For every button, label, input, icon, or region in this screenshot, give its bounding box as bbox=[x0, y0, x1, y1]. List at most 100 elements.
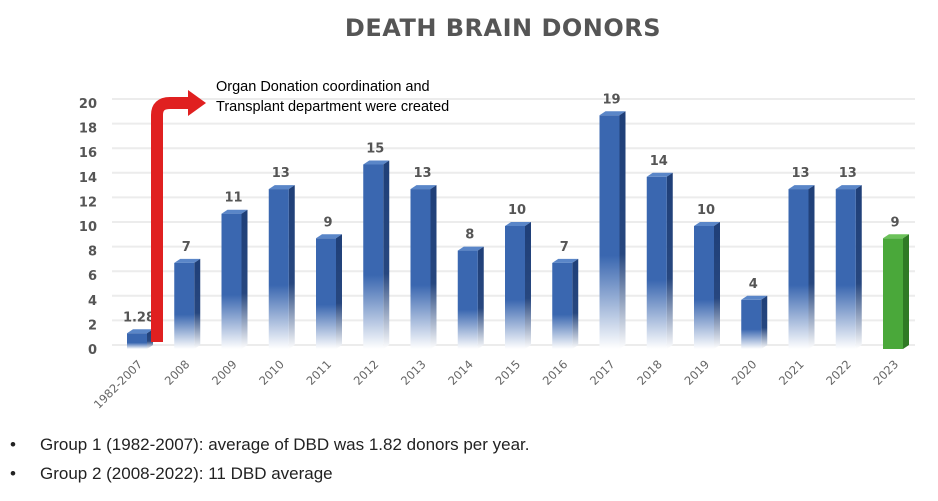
x-tick-label: 2009 bbox=[209, 357, 240, 388]
y-tick-label: 14 bbox=[79, 171, 97, 186]
bar-top bbox=[268, 185, 295, 190]
data-label: 14 bbox=[650, 154, 668, 169]
bar-top bbox=[457, 246, 484, 251]
data-label: 13 bbox=[272, 166, 290, 181]
annotation-arrow bbox=[151, 97, 190, 342]
data-label: 7 bbox=[182, 240, 191, 255]
y-tick-label: 18 bbox=[79, 122, 97, 137]
y-tick-label: 0 bbox=[88, 343, 97, 358]
data-label: 10 bbox=[697, 203, 715, 218]
bar-top bbox=[694, 222, 720, 226]
x-tick-label: 2013 bbox=[398, 357, 429, 388]
bar-side bbox=[430, 185, 437, 349]
bar-side bbox=[288, 185, 295, 349]
bar-top bbox=[127, 329, 153, 334]
bar-side bbox=[336, 234, 342, 349]
bar-side bbox=[903, 234, 909, 349]
y-tick-label: 10 bbox=[79, 220, 97, 235]
bullet-text: Group 1 (1982-2007): average of DBD was … bbox=[40, 435, 530, 454]
bullet-item: • Group 2 (2008-2022): 11 DBD average bbox=[10, 464, 530, 493]
bar bbox=[316, 238, 336, 349]
y-tick-label: 8 bbox=[88, 245, 97, 260]
x-tick-label: 2010 bbox=[256, 357, 287, 388]
bar bbox=[694, 226, 714, 349]
bar-top bbox=[741, 295, 768, 300]
bar-top bbox=[835, 185, 862, 190]
data-label: 8 bbox=[465, 228, 474, 243]
bullet-list: • Group 1 (1982-2007): average of DBD was… bbox=[10, 435, 530, 493]
x-tick-label: 2018 bbox=[634, 357, 665, 388]
bar-top bbox=[410, 185, 437, 190]
bar bbox=[883, 238, 903, 349]
x-tick-label: 2023 bbox=[871, 357, 902, 388]
bar bbox=[835, 189, 856, 349]
x-tick-label: 2019 bbox=[682, 357, 713, 388]
bar bbox=[505, 226, 525, 349]
data-label: 13 bbox=[413, 166, 431, 181]
data-label: 11 bbox=[224, 191, 242, 206]
chart-title: DEATH BRAIN DONORS bbox=[344, 14, 662, 42]
x-tick-label: 2014 bbox=[445, 357, 476, 388]
bar bbox=[174, 262, 195, 349]
x-tick-label: 2016 bbox=[540, 357, 571, 388]
bar bbox=[268, 189, 289, 349]
y-tick-label: 20 bbox=[79, 97, 97, 112]
bar-side bbox=[619, 111, 626, 349]
bar bbox=[410, 189, 431, 349]
bar bbox=[457, 250, 478, 349]
bar-chart: 0 2 4 6 8 10 12 14 16 18 20 1.28 1982-2007 7 2008 11 200… bbox=[79, 90, 915, 411]
bar bbox=[127, 333, 147, 349]
bar-side bbox=[761, 295, 768, 349]
x-tick-label: 2008 bbox=[162, 357, 193, 388]
y-tick-label: 12 bbox=[79, 195, 97, 210]
data-label: 13 bbox=[791, 166, 809, 181]
bullet-dot: • bbox=[10, 464, 16, 483]
bar-side bbox=[572, 258, 579, 349]
bar-side bbox=[477, 246, 484, 349]
bar-top bbox=[646, 172, 673, 177]
bar bbox=[363, 164, 384, 349]
data-label: 9 bbox=[890, 215, 899, 230]
data-label: 1.28 bbox=[123, 310, 155, 325]
x-tick-label: 2017 bbox=[587, 357, 618, 388]
y-tick-label: 2 bbox=[88, 318, 97, 333]
bar-top bbox=[788, 185, 815, 190]
data-label: 7 bbox=[560, 240, 569, 255]
x-tick-label: 2011 bbox=[304, 357, 335, 388]
bar bbox=[599, 115, 620, 349]
bar-side bbox=[194, 258, 201, 349]
bar-top bbox=[883, 234, 909, 239]
bar bbox=[552, 262, 573, 349]
bar-side bbox=[383, 160, 390, 349]
y-tick-label: 16 bbox=[79, 146, 97, 161]
bar bbox=[788, 189, 809, 349]
x-tick-label: 1982-2007 bbox=[91, 357, 145, 411]
x-tick-label: 2015 bbox=[493, 357, 524, 388]
bullet-item: • Group 1 (1982-2007): average of DBD was… bbox=[10, 435, 530, 464]
bar-top bbox=[221, 209, 248, 214]
data-label: 9 bbox=[323, 215, 332, 230]
data-label: 15 bbox=[366, 142, 384, 157]
bullet-dot: • bbox=[10, 435, 16, 454]
bar-side bbox=[714, 222, 720, 349]
arrow-head-icon bbox=[188, 90, 206, 116]
bar-side bbox=[808, 185, 815, 349]
data-label: 4 bbox=[749, 277, 758, 292]
x-tick-label: 2022 bbox=[823, 357, 854, 388]
bullet-text: Group 2 (2008-2022): 11 DBD average bbox=[40, 464, 333, 483]
x-tick-label: 2012 bbox=[351, 357, 382, 388]
bar-side bbox=[525, 222, 531, 349]
bar-top bbox=[174, 258, 201, 263]
bar-top bbox=[599, 111, 626, 116]
bar-top bbox=[363, 160, 390, 165]
y-tick-label: 4 bbox=[88, 294, 97, 309]
y-tick-label: 6 bbox=[88, 269, 97, 284]
bar-side bbox=[241, 209, 248, 349]
bar-top bbox=[505, 222, 531, 226]
data-label: 13 bbox=[839, 166, 857, 181]
bar-side bbox=[855, 185, 862, 349]
bar-top bbox=[552, 258, 579, 263]
annotation-text: Organ Donation coordination and Transpla… bbox=[216, 79, 450, 115]
data-label: 19 bbox=[602, 92, 620, 107]
x-tick-label: 2020 bbox=[729, 357, 760, 388]
